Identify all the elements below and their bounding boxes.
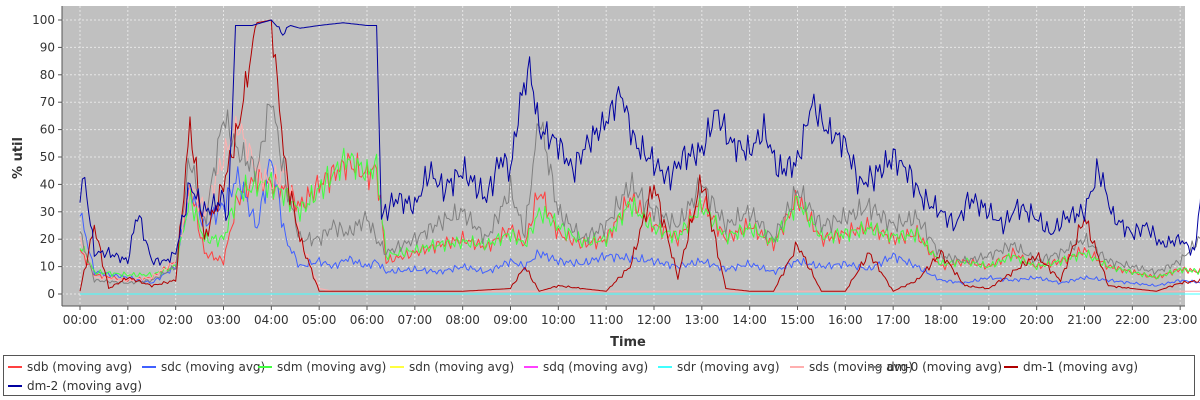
- legend-label: dm-1 (moving avg): [1023, 360, 1139, 374]
- legend-swatch: [8, 385, 22, 387]
- x-tick-label: 12:00: [637, 313, 672, 327]
- x-tick-label: 17:00: [876, 313, 911, 327]
- legend-label: dm-0 (moving avg): [887, 360, 1003, 374]
- x-tick-label: 01:00: [111, 313, 146, 327]
- series-line: [79, 158, 1200, 287]
- x-tick-label: 07:00: [398, 313, 433, 327]
- y-tick-label: 50: [40, 150, 55, 164]
- legend-swatch: [390, 366, 404, 368]
- x-tick-label: 19:00: [972, 313, 1007, 327]
- y-axis-title: % util: [11, 137, 26, 179]
- x-tick-label: 10:00: [541, 313, 576, 327]
- y-tick-label: 100: [32, 13, 55, 27]
- legend-label: sdb (moving avg): [27, 360, 133, 374]
- line-chart: 0 10 20 30 40 50 60 70 80 90 100 00:00 01:00 02:00 03:…: [11, 6, 1200, 350]
- x-tick-label: 16:00: [828, 313, 863, 327]
- legend-swatch: [142, 366, 156, 368]
- x-tick-label: 09:00: [493, 313, 528, 327]
- x-tick-label: 18:00: [924, 313, 959, 327]
- legend-label: sdn (moving avg): [409, 360, 515, 374]
- series-line: [79, 147, 1200, 280]
- x-tick-label: 15:00: [780, 313, 815, 327]
- legend-label: sdr (moving avg): [677, 360, 780, 374]
- series-lines: [79, 19, 1200, 295]
- y-tick-label: 30: [40, 205, 55, 219]
- legend-swatch: [790, 366, 804, 368]
- legend-swatch: [658, 366, 672, 368]
- x-tick-label: 03:00: [206, 313, 241, 327]
- x-axis-title: Time: [610, 335, 646, 350]
- y-tick-label: 0: [47, 287, 55, 301]
- x-tick-label: 20:00: [1019, 313, 1054, 327]
- y-tick-label: 20: [40, 232, 55, 246]
- legend-label: sdm (moving avg): [277, 360, 387, 374]
- legend-label: sdq (moving avg): [543, 360, 649, 374]
- legend-swatch: [1004, 366, 1018, 368]
- legend-label: sds (moving avg): [809, 360, 913, 374]
- x-tick-label: 22:00: [1115, 313, 1150, 327]
- series-line: [79, 115, 1200, 292]
- y-tick-label: 70: [40, 95, 55, 109]
- legend: sdb (moving avg) sdc (moving avg) sdm (mov…: [3, 355, 1195, 396]
- series-line: [79, 152, 1200, 282]
- x-tick-label: 11:00: [589, 313, 624, 327]
- x-tick-label: 00:00: [63, 313, 98, 327]
- y-tick-label: 60: [40, 123, 55, 137]
- plot-background: [62, 6, 1185, 306]
- x-tick-label: 08:00: [445, 313, 480, 327]
- y-tick-label: 90: [40, 40, 55, 54]
- y-tick-label: 10: [40, 260, 55, 274]
- legend-label: dm-2 (moving avg): [27, 379, 143, 393]
- x-tick-label: 23:00: [1163, 313, 1198, 327]
- x-tick-label: 04:00: [254, 313, 289, 327]
- legend-swatch: [524, 366, 538, 368]
- x-tick-label: 14:00: [732, 313, 767, 327]
- y-tick-label: 40: [40, 177, 55, 191]
- y-tick-label: 80: [40, 68, 55, 82]
- axes: 0 10 20 30 40 50 60 70 80 90 100 00:00 01:00 02:00 03:…: [32, 6, 1198, 327]
- x-tick-label: 13:00: [685, 313, 720, 327]
- x-tick-label: 06:00: [350, 313, 385, 327]
- series-line: [79, 103, 1200, 285]
- legend-swatch: [258, 366, 272, 368]
- x-tick-label: 02:00: [158, 313, 193, 327]
- legend-swatch: [8, 366, 22, 368]
- series-line: [79, 19, 1200, 266]
- x-tick-label: 21:00: [1067, 313, 1102, 327]
- x-tick-label: 05:00: [302, 313, 337, 327]
- legend-label: sdc (moving avg): [161, 360, 266, 374]
- legend-swatch: [868, 366, 882, 368]
